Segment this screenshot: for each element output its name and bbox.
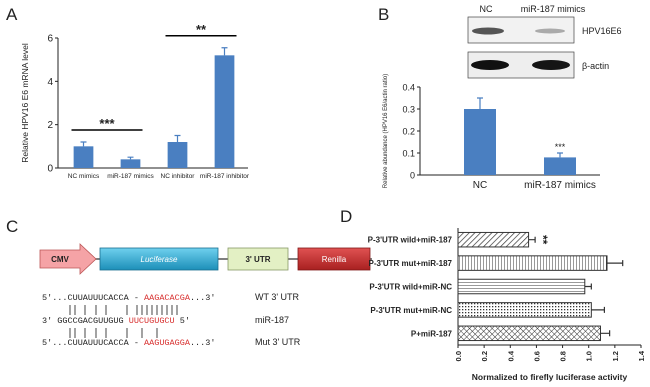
y-tick-label: P-3'UTR mut+miR-187 bbox=[369, 259, 453, 268]
x-tick-label: 0.2 bbox=[480, 351, 489, 361]
y-tick-label: 4 bbox=[47, 77, 53, 88]
sequence: 3' GGCCGACGUUGUG UUCUGUGCU 5' bbox=[42, 316, 190, 326]
x-tick-label: 1.0 bbox=[585, 351, 594, 361]
x-tick-label: NC inhibitor bbox=[161, 173, 196, 180]
sequence-label: miR-187 bbox=[255, 315, 289, 325]
blot-row: HPV16E6 bbox=[582, 26, 622, 36]
bar bbox=[457, 278, 586, 295]
y-axis-label: Relative abundance (HPV16 E6/actin ratio… bbox=[383, 74, 389, 188]
error-bar bbox=[174, 134, 181, 142]
y-tick-label: P-3'UTR wild+miR-187 bbox=[368, 236, 453, 245]
bar bbox=[457, 255, 608, 271]
bar bbox=[120, 159, 141, 168]
luciferase-box bbox=[99, 247, 219, 271]
significance: ** bbox=[536, 235, 550, 245]
utr-box bbox=[227, 247, 289, 271]
significance: ** bbox=[196, 22, 207, 37]
y-tick-label: 6 bbox=[47, 34, 53, 45]
bar bbox=[73, 146, 94, 168]
error-bar bbox=[221, 47, 228, 56]
x-tick-label: miR-187 mimics bbox=[524, 180, 596, 191]
sequence-part: ...3' bbox=[190, 338, 216, 348]
seed-region: AAGUGAGGA bbox=[144, 338, 191, 348]
blot-band bbox=[472, 27, 504, 35]
x-axis-label: Normalized to firefly luciferase activit… bbox=[472, 372, 628, 382]
sequence-label: WT 3' UTR bbox=[255, 292, 300, 302]
renilla-box bbox=[297, 247, 371, 271]
y-tick-label: 0.2 bbox=[402, 127, 415, 137]
significance: *** bbox=[555, 142, 566, 152]
element-label: Luciferase bbox=[141, 255, 178, 264]
y-tick-label: 0 bbox=[410, 171, 415, 181]
pairing-marks bbox=[69, 305, 178, 338]
element-label: CMV bbox=[51, 255, 69, 264]
y-tick-label: 0 bbox=[47, 164, 53, 175]
error-bar bbox=[557, 152, 563, 158]
error-bar bbox=[600, 330, 611, 337]
error-bar bbox=[127, 156, 134, 160]
x-tick-label: miR-187 inhibitor bbox=[200, 173, 250, 180]
sequence-part: 5' bbox=[175, 316, 190, 326]
cmv-arrow bbox=[39, 243, 97, 275]
error-bar bbox=[607, 260, 624, 267]
x-tick-label: NC mimics bbox=[68, 173, 100, 180]
error-bar bbox=[80, 141, 87, 147]
x-tick-label: 0.0 bbox=[454, 351, 463, 361]
blot-band bbox=[532, 60, 570, 70]
sequence-label: Mut 3' UTR bbox=[255, 337, 301, 347]
y-tick-label: 0.4 bbox=[402, 83, 415, 93]
y-tick-label: P-3'UTR mut+miR-NC bbox=[370, 306, 452, 315]
blot-band bbox=[535, 28, 565, 34]
bar bbox=[464, 109, 496, 175]
x-tick-label: 0.8 bbox=[559, 351, 568, 361]
blot-band bbox=[471, 60, 509, 70]
x-tick-label: 1.4 bbox=[637, 350, 646, 361]
blot-lane: NC bbox=[480, 4, 493, 14]
element-label: 3' UTR bbox=[245, 255, 270, 264]
y-tick-label: P+miR-187 bbox=[411, 329, 453, 338]
blot-row: β-actin bbox=[582, 61, 609, 71]
seed-region: AAGACACGA bbox=[144, 293, 191, 303]
y-tick-label: 0.3 bbox=[402, 105, 415, 115]
bar bbox=[457, 231, 530, 248]
x-tick-label: 0.4 bbox=[506, 350, 515, 361]
bar bbox=[457, 325, 601, 342]
error-bar bbox=[584, 283, 592, 290]
bar bbox=[457, 302, 592, 318]
significance: *** bbox=[99, 116, 115, 131]
x-tick-label: miR-187 mimics bbox=[107, 173, 154, 180]
panel-label: B bbox=[378, 5, 389, 24]
sequence-part: ...3' bbox=[190, 293, 216, 303]
panel-label: C bbox=[6, 217, 18, 236]
sequence: 5'...CUUAUUUCACCA - AAGACACGA...3' bbox=[42, 293, 215, 303]
element-label: Renilla bbox=[322, 255, 347, 264]
y-axis-label: Relative HPV16 E6 mRNA level bbox=[20, 43, 30, 163]
seed-region: UUCUGUGCU bbox=[129, 316, 175, 326]
error-bar bbox=[591, 306, 605, 313]
x-tick-label: 0.6 bbox=[532, 351, 541, 361]
error-bar bbox=[477, 97, 483, 109]
panel-label: A bbox=[6, 5, 18, 24]
sequence: 5'...CUUAUUUCACCA - AAGUGAGGA...3' bbox=[42, 338, 215, 348]
y-tick-label: P-3'UTR wild+miR-NC bbox=[369, 283, 452, 292]
y-tick-label: 2 bbox=[47, 120, 53, 131]
sequence-part: 5'...CUUAUUUCACCA - bbox=[42, 338, 144, 348]
sequence-part: 5'...CUUAUUUCACCA - bbox=[42, 293, 144, 303]
sequence-part: 3' GGCCGACGUUGUG bbox=[42, 316, 129, 326]
blot-lane: miR-187 mimics bbox=[521, 4, 586, 14]
x-tick-label: 1.2 bbox=[611, 351, 620, 361]
bar bbox=[544, 157, 576, 175]
bar bbox=[167, 142, 188, 168]
error-bar bbox=[528, 236, 536, 243]
x-tick-label: NC bbox=[473, 180, 487, 191]
bar bbox=[214, 55, 235, 169]
y-tick-label: 0.1 bbox=[402, 149, 415, 159]
panel-label: D bbox=[340, 207, 352, 226]
